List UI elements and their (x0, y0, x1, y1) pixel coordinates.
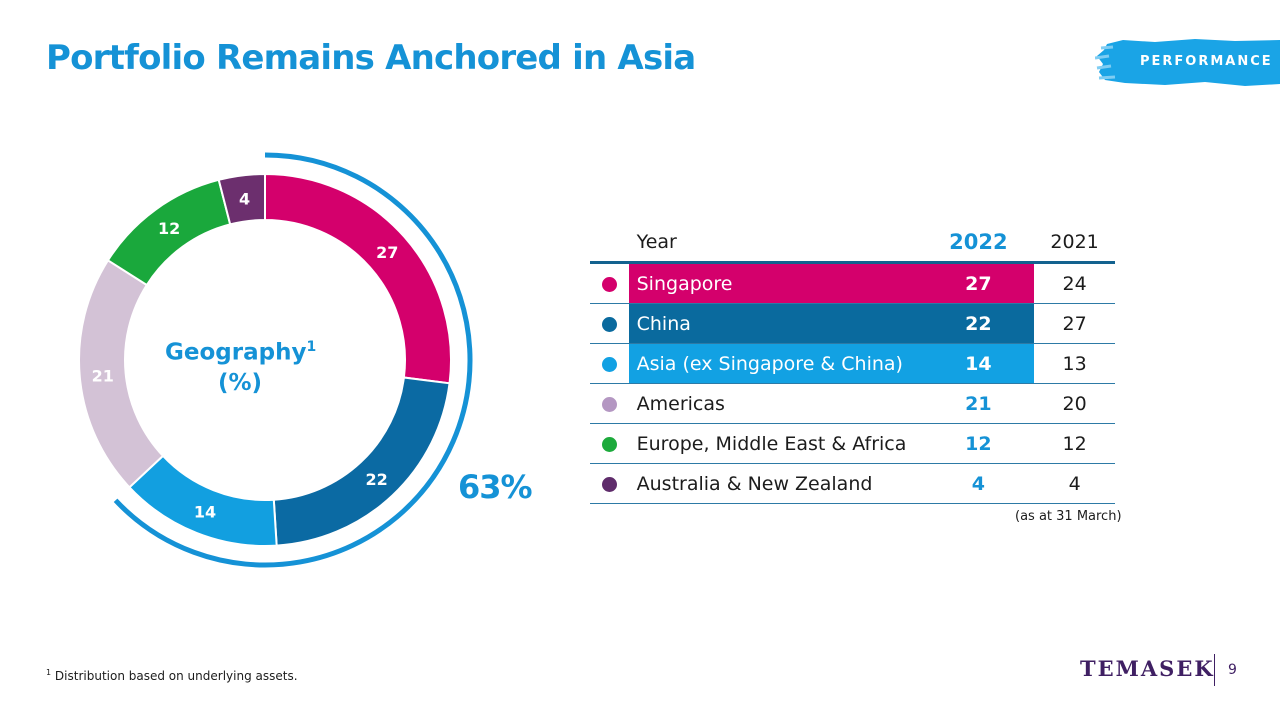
row-value-2022: 27 (922, 262, 1035, 304)
row-color-dot-cell (590, 262, 629, 304)
row-value-2022: 22 (922, 303, 1035, 344)
row-region-name: China (628, 303, 923, 344)
page-number: 9 (1228, 662, 1237, 678)
legend-dot-icon (601, 316, 617, 332)
row-value-2022: 14 (922, 343, 1035, 384)
asia-share-label: 63% (458, 468, 533, 506)
donut-slice-label: 12 (158, 219, 180, 238)
donut-center-label: Geography1 (%) (165, 332, 317, 398)
row-value-2021: 12 (1034, 423, 1115, 464)
donut-slice-label: 4 (239, 189, 250, 208)
row-color-dot-cell (590, 383, 629, 424)
table-row: Singapore 27 24 (590, 262, 1115, 304)
row-value-2022: 4 (922, 463, 1035, 504)
legend-dot-icon (601, 276, 617, 292)
as-at-note: (as at 31 March) (1015, 509, 1122, 524)
page-title: Portfolio Remains Anchored in Asia (46, 38, 696, 78)
donut-slice (217, 172, 266, 226)
table-row: China 22 27 (590, 303, 1115, 344)
row-color-dot-cell (590, 423, 629, 464)
legend-dot-icon (601, 356, 617, 372)
row-value-2021: 27 (1034, 303, 1115, 344)
donut-center-title: Geography (165, 339, 307, 366)
row-region-name: Singapore (628, 262, 923, 304)
temasek-logo: TEMASEK (1080, 656, 1215, 681)
header-2021: 2021 (1034, 222, 1115, 264)
footnote-text: Distribution based on underlying assets. (54, 669, 298, 683)
header-year: Year (628, 222, 923, 264)
legend-dot-icon (601, 476, 617, 492)
asia-share-arc (113, 152, 473, 568)
footnote-marker: 1 (306, 339, 317, 355)
row-region-name: Asia (ex Singapore & China) (628, 343, 923, 384)
row-region-name: Americas (628, 383, 923, 424)
table-row: Asia (ex Singapore & China) 14 13 (590, 343, 1115, 384)
legend-dot-icon (601, 436, 617, 452)
row-value-2021: 13 (1034, 343, 1115, 384)
table-row: Europe, Middle East & Africa 12 12 (590, 423, 1115, 464)
legend-dot-icon (601, 396, 617, 412)
row-region-name: Europe, Middle East & Africa (628, 423, 923, 464)
donut-slice-label: 27 (376, 243, 398, 262)
geography-donut-chart: 27 22 14 21 12 4 (78, 152, 473, 568)
section-tag-brush (1095, 39, 1280, 86)
footnote-marker: 1 (46, 668, 52, 677)
footer-divider (1214, 654, 1215, 686)
row-value-2022: 21 (922, 383, 1035, 424)
row-color-dot-cell (590, 343, 629, 384)
row-value-2021: 4 (1034, 463, 1115, 504)
section-tag: PERFORMANCE (1140, 54, 1273, 69)
donut-center-unit: (%) (217, 369, 263, 396)
row-value-2022: 12 (922, 423, 1035, 464)
footnote: 1 Distribution based on underlying asset… (46, 668, 298, 683)
row-region-name: Australia & New Zealand (628, 463, 923, 504)
row-color-dot-cell (590, 463, 629, 504)
table-row: Australia & New Zealand 4 4 (590, 463, 1115, 504)
geography-table: Year 2022 2021 Singapore 27 24 China 22 27 Asi… (590, 222, 1115, 504)
row-value-2021: 20 (1034, 383, 1115, 424)
row-color-dot-cell (590, 303, 629, 344)
donut-slice-label: 21 (92, 366, 114, 385)
row-value-2021: 24 (1034, 262, 1115, 304)
header-2022: 2022 (922, 222, 1035, 264)
table-header-row: Year 2022 2021 (590, 222, 1115, 264)
donut-slice-label: 22 (365, 470, 387, 489)
table-row: Americas 21 20 (590, 383, 1115, 424)
donut-slice (272, 376, 451, 547)
donut-slice-label: 14 (194, 503, 216, 522)
header-spacer (590, 222, 629, 264)
